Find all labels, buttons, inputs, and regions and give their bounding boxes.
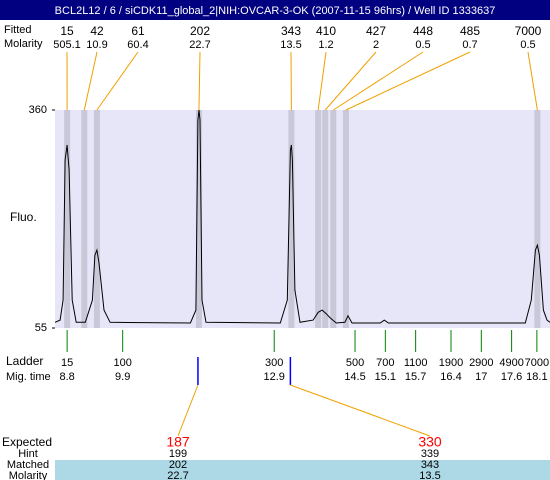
- peak-link: [317, 51, 327, 111]
- fitted-label: Fitted: [4, 24, 32, 36]
- ladder-size: 500: [346, 357, 364, 369]
- peak-band: [322, 110, 329, 328]
- ladder-size: 1900: [439, 357, 463, 369]
- matched-value: 343: [421, 459, 439, 471]
- peak-molarity: 0.5: [520, 39, 535, 51]
- peak-band: [534, 110, 541, 328]
- ladder-time: 8.8: [59, 371, 74, 383]
- y-label: Fluo.: [10, 210, 37, 224]
- ladder-time: 17: [475, 371, 487, 383]
- peak-size: 15: [60, 24, 74, 38]
- trace: [54, 109, 550, 324]
- peak-band: [195, 110, 202, 328]
- ladder-time: 16.4: [440, 371, 461, 383]
- title: BCL2L12 / 6 / siCDK11_global_2|NIH:OVCAR…: [55, 5, 496, 17]
- ladder-size: 1100: [404, 357, 428, 369]
- peak-size: 485: [460, 24, 480, 38]
- molarity-label: Molarity: [4, 38, 43, 50]
- peak-link: [96, 51, 139, 111]
- ladder-time: 14.5: [344, 371, 365, 383]
- plot-area: [55, 110, 550, 328]
- matched-band: [55, 460, 550, 480]
- ladder-size: 100: [114, 357, 132, 369]
- peak-link: [83, 51, 98, 111]
- peak-band: [288, 110, 295, 328]
- peak-molarity: 22.7: [189, 39, 210, 51]
- peak-band: [64, 110, 71, 328]
- peak-size: 448: [413, 24, 433, 38]
- expected-link: [177, 384, 199, 437]
- peak-molarity: 505.1: [53, 39, 81, 51]
- ladder-size: 2900: [469, 357, 493, 369]
- ladder-time: 18.1: [526, 371, 547, 383]
- peak-molarity: 0.5: [415, 39, 430, 51]
- ladder-size: 300: [265, 357, 283, 369]
- peak-molarity: 1.2: [318, 39, 333, 51]
- peak-size: 343: [281, 24, 301, 38]
- ladder-size: 7000: [525, 357, 549, 369]
- peak-link: [527, 51, 538, 111]
- peak-band: [330, 110, 337, 328]
- ladder-time: 17.6: [501, 371, 522, 383]
- hint-label: Hint: [18, 448, 38, 460]
- peak-band: [93, 110, 100, 328]
- expected-value: 330: [418, 434, 442, 450]
- peak-band: [342, 110, 349, 328]
- peak-molarity: 13.5: [280, 39, 301, 51]
- peak-link: [324, 51, 377, 111]
- ladder-label: Ladder: [6, 354, 43, 368]
- peak-molarity: 0.7: [462, 39, 477, 51]
- peak-link: [198, 51, 201, 111]
- peak-size: 61: [131, 24, 145, 38]
- peak-band: [315, 110, 322, 328]
- ladder-time: 15.1: [375, 371, 396, 383]
- molarity-value: 13.5: [419, 470, 440, 480]
- ladder-time: 12.9: [264, 371, 285, 383]
- hint-value: 339: [421, 448, 439, 460]
- ladder-size: 700: [376, 357, 394, 369]
- peak-size: 42: [90, 24, 104, 38]
- expected-value: 187: [166, 434, 190, 450]
- title-bar: [0, 0, 550, 20]
- peak-size: 427: [366, 24, 386, 38]
- peak-molarity: 60.4: [127, 39, 148, 51]
- peak-link: [333, 51, 424, 111]
- ladder-size: 15: [61, 357, 73, 369]
- peak-molarity: 2: [373, 39, 379, 51]
- peak-size: 202: [190, 24, 210, 38]
- peak-size: 410: [316, 24, 336, 38]
- hint-value: 199: [169, 448, 187, 460]
- expected-label: Expected: [2, 435, 52, 449]
- ladder-time: 15.7: [405, 371, 426, 383]
- matched-label: Matched: [7, 459, 49, 471]
- y-tick-label: 55: [35, 322, 47, 334]
- ladder-size: 4900: [499, 357, 523, 369]
- mig-time-label: Mig. time: [6, 371, 51, 383]
- peak-band: [81, 110, 88, 328]
- peak-size: 7000: [515, 24, 542, 38]
- molarity-row-label: Molarity: [9, 470, 48, 480]
- expected-link: [290, 384, 431, 437]
- peak-molarity: 10.9: [86, 39, 107, 51]
- peak-link: [345, 51, 471, 111]
- y-tick-label: 360: [29, 104, 47, 116]
- molarity-value: 22.7: [167, 470, 188, 480]
- matched-value: 202: [169, 459, 187, 471]
- ladder-time: 9.9: [115, 371, 130, 383]
